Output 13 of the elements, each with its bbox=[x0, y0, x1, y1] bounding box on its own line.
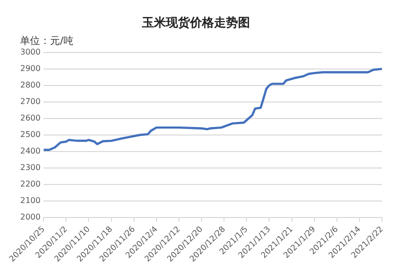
y-tick-label: 2000 bbox=[20, 212, 41, 222]
y-tick-label: 2400 bbox=[20, 146, 41, 156]
y-tick-label: 2600 bbox=[20, 114, 41, 123]
chart-title: 玉米现货价格走势图 bbox=[141, 15, 250, 30]
text: 单位：元/吨 bbox=[20, 34, 74, 47]
y-tick-label: 3000 bbox=[20, 47, 41, 56]
y-tick-label: 2300 bbox=[20, 163, 41, 172]
y-tick-label: 2700 bbox=[20, 97, 41, 106]
y-tick-label: 2900 bbox=[20, 64, 41, 73]
y-tick-label: 2100 bbox=[20, 196, 41, 206]
y-tick-label: 2800 bbox=[20, 80, 41, 90]
y-tick-label: 2200 bbox=[20, 180, 41, 189]
y-tick-label: 2500 bbox=[20, 130, 41, 140]
